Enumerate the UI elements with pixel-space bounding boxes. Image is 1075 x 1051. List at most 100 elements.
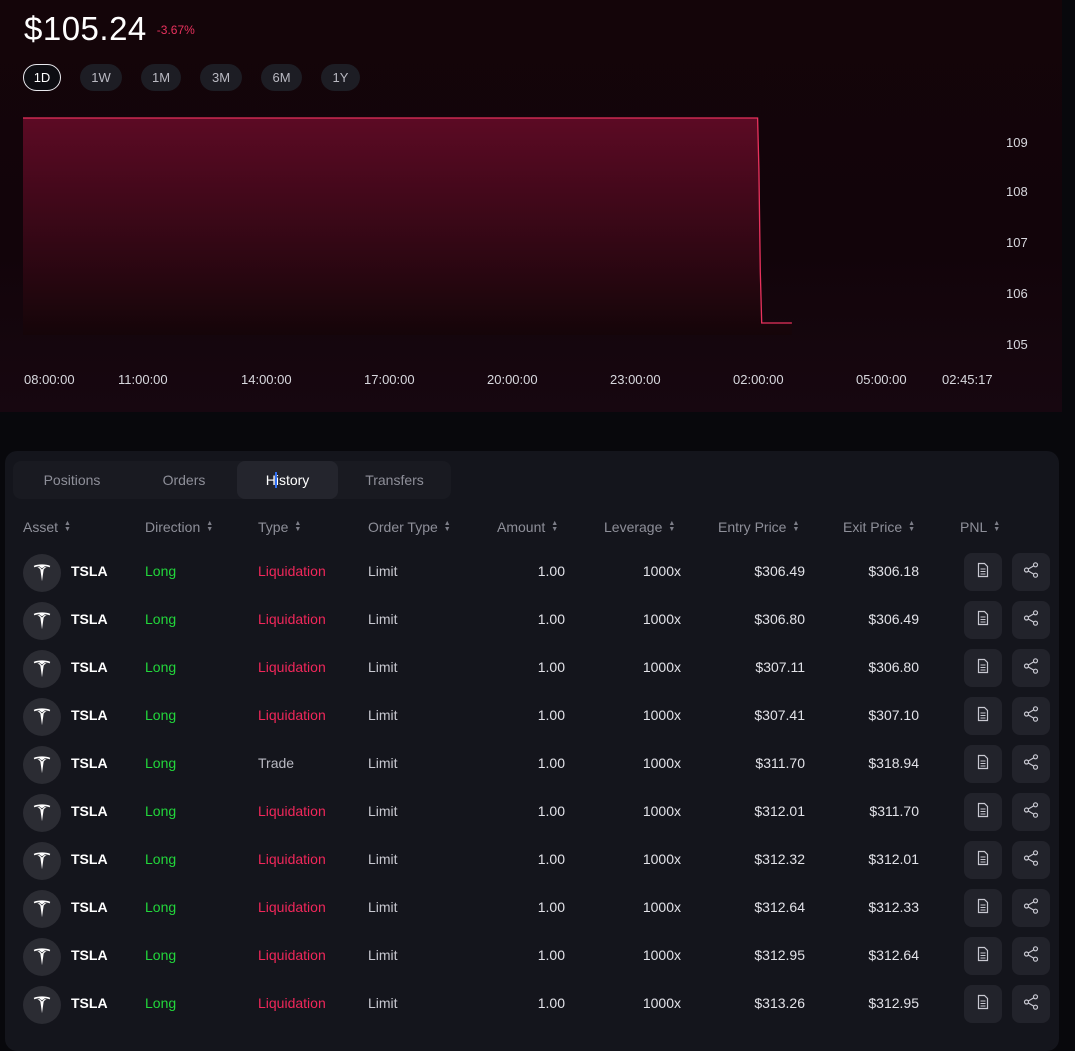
sort-icon[interactable]: ▲ ▼ <box>443 520 451 533</box>
amount-cell: 1.00 <box>537 851 565 867</box>
tesla-logo-icon <box>23 794 61 832</box>
column-label: Entry Price <box>718 519 787 535</box>
table-row[interactable]: TSLA Long Liquidation Limit 1.00 1000x $312.64… <box>5 885 1059 933</box>
tab-orders[interactable]: Orders <box>131 461 237 499</box>
range-button-1w[interactable]: 1W <box>80 64 122 91</box>
tesla-logo-icon <box>23 746 61 784</box>
type-cell: Trade <box>258 755 295 771</box>
share-button[interactable] <box>1012 553 1050 591</box>
share-button[interactable] <box>1012 793 1050 831</box>
column-header-pnl[interactable]: PNL ▲ ▼ <box>960 519 1000 535</box>
tab-transfers[interactable]: Transfers <box>338 461 451 499</box>
order-type-cell: Limit <box>368 995 398 1011</box>
sort-icon[interactable]: ▲ ▼ <box>908 520 916 533</box>
order-type-cell: Limit <box>368 707 398 723</box>
leverage-cell: 1000x <box>642 755 681 771</box>
column-header-type[interactable]: Type ▲ ▼ <box>258 519 301 535</box>
type-cell: Liquidation <box>258 851 326 867</box>
details-button[interactable] <box>964 649 1002 687</box>
share-button[interactable] <box>1012 601 1050 639</box>
share-button[interactable] <box>1012 745 1050 783</box>
tesla-logo-icon <box>23 842 61 880</box>
tab-history[interactable]: History <box>237 461 338 499</box>
share-button[interactable] <box>1012 985 1050 1023</box>
share-button[interactable] <box>1012 697 1050 735</box>
direction-cell: Long <box>145 803 177 819</box>
x-tick-label: 20:00:00 <box>487 372 538 387</box>
table-row[interactable]: TSLA Long Liquidation Limit 1.00 1000x $307.11… <box>5 645 1059 693</box>
table-row[interactable]: TSLA Long Trade Limit 1.00 1000x $311.70 $318.9… <box>5 741 1059 789</box>
share-button[interactable] <box>1012 649 1050 687</box>
column-header-entry-price[interactable]: Entry Price ▲ ▼ <box>718 519 799 535</box>
range-button-3m[interactable]: 3M <box>200 64 242 91</box>
order-type-cell: Limit <box>368 563 398 579</box>
table-row[interactable]: TSLA Long Liquidation Limit 1.00 1000x $312.95… <box>5 933 1059 981</box>
entry-price-cell: $312.64 <box>754 899 805 915</box>
share-button[interactable] <box>1012 841 1050 879</box>
table-row[interactable]: TSLA Long Liquidation Limit 1.00 1000x $306.80… <box>5 597 1059 645</box>
range-button-1d[interactable]: 1D <box>23 64 61 91</box>
tab-label: Positions <box>43 472 101 488</box>
time-range-selector: 1D 1W 1M 3M 6M 1Y <box>23 64 379 91</box>
table-row[interactable]: TSLA Long Liquidation Limit 1.00 1000x $307.41… <box>5 693 1059 741</box>
exit-price-cell: $306.49 <box>868 611 919 627</box>
sort-icon[interactable]: ▲ ▼ <box>206 520 214 533</box>
sort-icon[interactable]: ▲ ▼ <box>64 520 71 533</box>
details-button[interactable] <box>964 553 1002 591</box>
column-header-leverage[interactable]: Leverage ▲ ▼ <box>604 519 675 535</box>
type-cell: Liquidation <box>258 659 326 675</box>
tab-positions[interactable]: Positions <box>13 461 131 499</box>
tesla-logo-icon <box>23 698 61 736</box>
column-header-exit-price[interactable]: Exit Price ▲ ▼ <box>843 519 915 535</box>
leverage-cell: 1000x <box>642 803 681 819</box>
direction-cell: Long <box>145 563 177 579</box>
details-button[interactable] <box>964 745 1002 783</box>
leverage-cell: 1000x <box>642 995 681 1011</box>
asset-cell: TSLA <box>71 755 108 771</box>
table-row[interactable]: TSLA Long Liquidation Limit 1.00 1000x $312.01… <box>5 789 1059 837</box>
exit-price-cell: $306.18 <box>868 563 919 579</box>
column-header-order-type[interactable]: Order Type ▲ ▼ <box>368 519 451 535</box>
direction-cell: Long <box>145 947 177 963</box>
sort-icon[interactable]: ▲ ▼ <box>668 520 676 533</box>
details-button[interactable] <box>964 985 1002 1023</box>
range-button-1y[interactable]: 1Y <box>321 64 360 91</box>
sort-icon[interactable]: ▲ ▼ <box>993 520 1001 533</box>
table-row[interactable]: TSLA Long Liquidation Limit 1.00 1000x $312.32… <box>5 837 1059 885</box>
table-row[interactable]: TSLA Long Liquidation Limit 1.00 1000x $313.26… <box>5 981 1059 1029</box>
direction-cell: Long <box>145 755 177 771</box>
sort-icon[interactable]: ▲ ▼ <box>792 520 800 533</box>
details-button[interactable] <box>964 841 1002 879</box>
range-button-6m[interactable]: 6M <box>261 64 302 91</box>
direction-cell: Long <box>145 995 177 1011</box>
share-button[interactable] <box>1012 937 1050 975</box>
column-header-amount[interactable]: Amount ▲ ▼ <box>497 519 558 535</box>
asset-cell: TSLA <box>71 563 108 579</box>
column-header-direction[interactable]: Direction ▲ ▼ <box>145 519 213 535</box>
x-tick-label: 08:00:00 <box>24 372 75 387</box>
details-button[interactable] <box>964 697 1002 735</box>
type-cell: Liquidation <box>258 611 326 627</box>
direction-cell: Long <box>145 611 177 627</box>
details-button[interactable] <box>964 793 1002 831</box>
type-cell: Liquidation <box>258 995 326 1011</box>
details-button[interactable] <box>964 601 1002 639</box>
table-row[interactable]: TSLA Long Liquidation Limit 1.00 1000x $306.49… <box>5 549 1059 597</box>
exit-price-cell: $318.94 <box>868 755 919 771</box>
exit-price-cell: $312.64 <box>868 947 919 963</box>
chart-price-line <box>23 117 792 324</box>
sort-icon[interactable]: ▲ ▼ <box>294 520 302 533</box>
range-button-1m[interactable]: 1M <box>141 64 181 91</box>
tesla-logo-icon <box>23 890 61 928</box>
type-cell: Liquidation <box>258 947 326 963</box>
x-axis: 08:00:00 11:00:00 14:00:00 17:00:00 20:00:00… <box>0 372 1062 388</box>
share-button[interactable] <box>1012 889 1050 927</box>
details-button[interactable] <box>964 889 1002 927</box>
column-header-asset[interactable]: Asset ▲ ▼ <box>23 519 71 535</box>
details-button[interactable] <box>964 937 1002 975</box>
price-chart <box>23 117 792 335</box>
history-table: TSLA Long Liquidation Limit 1.00 1000x $306.49… <box>5 549 1059 1029</box>
history-panel: Positions Orders History Transfers Asset ▲ ▼ D… <box>5 451 1059 1051</box>
chart-area-fill <box>23 118 792 335</box>
sort-icon[interactable]: ▲ ▼ <box>551 520 559 533</box>
